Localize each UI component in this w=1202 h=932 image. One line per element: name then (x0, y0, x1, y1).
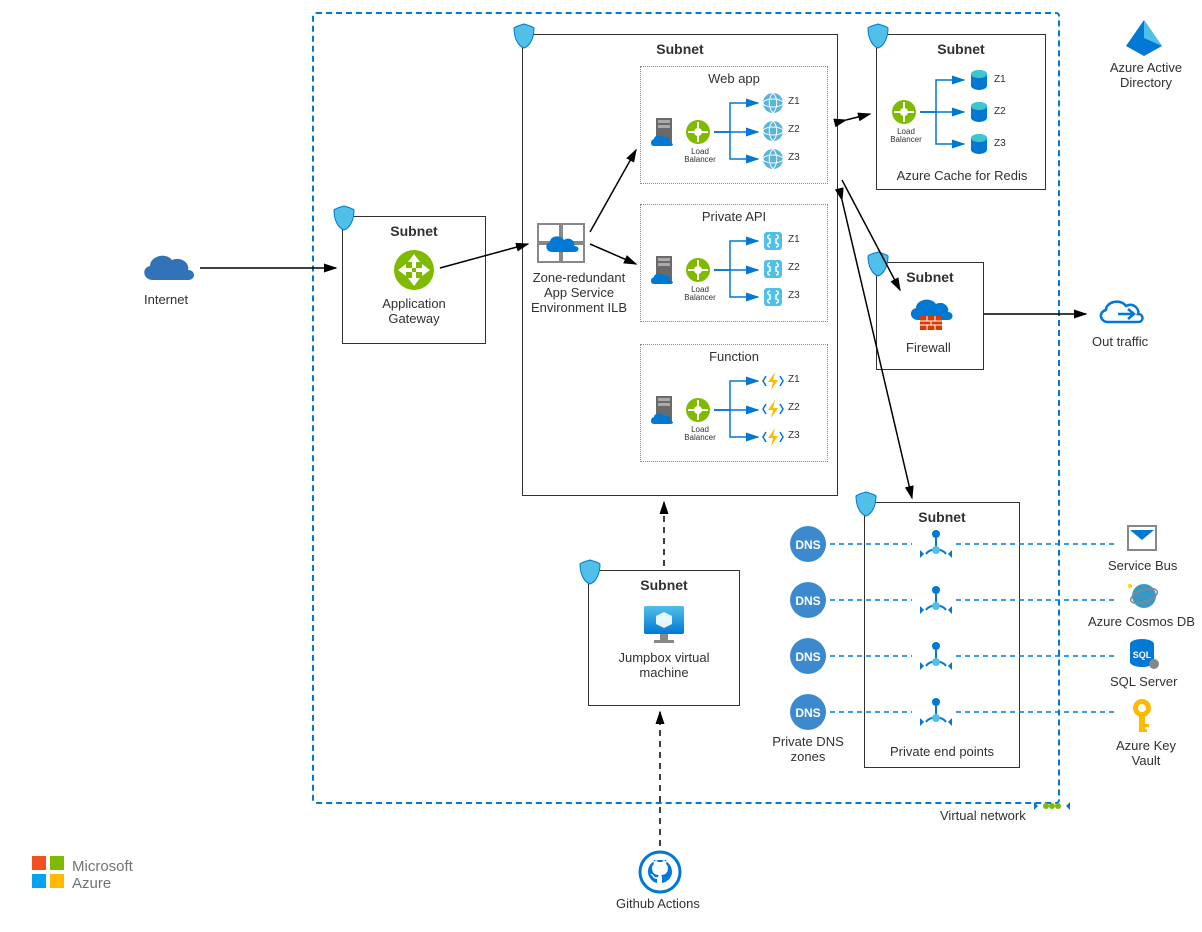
firewall-icon (906, 292, 954, 339)
vm-icon (640, 602, 688, 649)
azure-ad-icon (1122, 18, 1166, 61)
webapp-lb-label: Load Balancer (684, 148, 716, 164)
server-icon (650, 394, 678, 433)
z1-label: Z1 (788, 374, 800, 385)
key-vault-label: Azure Key Vault (1112, 738, 1180, 768)
api-zone-icon (762, 230, 784, 255)
endpoints-label: Private end points (880, 744, 1004, 759)
dns-icon: DNS (788, 636, 828, 679)
dns-icon: DNS (788, 524, 828, 567)
z3-label: Z3 (788, 290, 800, 301)
shield-icon (854, 490, 878, 521)
service-bus-icon (1122, 520, 1162, 559)
app-zone-icon (762, 120, 784, 145)
key-vault-icon (1124, 696, 1160, 739)
redis-lb-label: Load Balancer (890, 128, 922, 144)
private-endpoint-icon (918, 528, 954, 563)
internet-icon (138, 248, 198, 291)
ilb-icon (536, 222, 588, 269)
private-endpoint-icon (918, 640, 954, 675)
function-zone-icon (762, 398, 784, 423)
z2-label: Z2 (788, 262, 800, 273)
private-api-title: Private API (641, 205, 827, 224)
github-label: Github Actions (616, 896, 700, 911)
svg-text:DNS: DNS (795, 594, 820, 608)
app-gateway-label: Application Gateway (376, 296, 452, 326)
dns-icon: DNS (788, 580, 828, 623)
private-endpoint-icon (918, 584, 954, 619)
z2-label: Z2 (994, 106, 1006, 117)
api-zone-icon (762, 286, 784, 311)
cosmos-db-label: Azure Cosmos DB (1088, 614, 1195, 629)
service-bus-label: Service Bus (1108, 558, 1177, 573)
out-traffic-icon (1094, 292, 1150, 335)
subnet-gateway-title: Subnet (343, 217, 485, 239)
z3-label: Z3 (994, 138, 1006, 149)
subnet-app-service-title: Subnet (523, 35, 837, 57)
z1-label: Z1 (994, 74, 1006, 85)
vnet-label: Virtual network (940, 808, 1026, 823)
shield-icon (578, 558, 602, 589)
subnet-endpoints-title: Subnet (865, 503, 1019, 525)
svg-text:SQL: SQL (1133, 650, 1152, 660)
dns-icon: DNS (788, 692, 828, 735)
z1-label: Z1 (788, 234, 800, 245)
vnet-icon (1034, 794, 1070, 821)
z3-label: Z3 (788, 152, 800, 163)
subnet-firewall-title: Subnet (877, 263, 983, 285)
z3-label: Z3 (788, 430, 800, 441)
jumpbox-label: Jumpbox virtual machine (610, 650, 718, 680)
server-icon (650, 254, 678, 293)
load-balancer-icon (684, 396, 712, 427)
shield-icon (512, 22, 536, 53)
ms-azure-label: Microsoft Azure (72, 858, 133, 892)
z2-label: Z2 (788, 402, 800, 413)
load-balancer-icon (890, 98, 918, 129)
ilb-label: Zone-redundant App Service Environment I… (524, 270, 634, 315)
shield-icon (332, 204, 356, 235)
redis-zone-icon (968, 68, 990, 95)
azure-ad-label: Azure Active Directory (1106, 60, 1186, 90)
redis-zone-icon (968, 132, 990, 159)
server-icon (650, 116, 678, 155)
shield-icon (866, 22, 890, 53)
api-zone-icon (762, 258, 784, 283)
subnet-jumpbox-title: Subnet (589, 571, 739, 593)
shield-icon (866, 250, 890, 281)
github-icon (638, 850, 682, 897)
load-balancer-icon (684, 256, 712, 287)
private-endpoint-icon (918, 696, 954, 731)
z1-label: Z1 (788, 96, 800, 107)
api-lb-label: Load Balancer (684, 286, 716, 302)
function-zone-icon (762, 426, 784, 451)
app-gateway-icon (392, 248, 436, 295)
redis-label: Azure Cache for Redis (892, 168, 1032, 183)
firewall-label: Firewall (906, 340, 951, 355)
function-zone-icon (762, 370, 784, 395)
web-app-title: Web app (641, 67, 827, 86)
subnet-redis-title: Subnet (877, 35, 1045, 57)
cosmos-db-icon (1122, 580, 1162, 615)
out-traffic-label: Out traffic (1092, 334, 1148, 349)
svg-text:DNS: DNS (795, 706, 820, 720)
function-title: Function (641, 345, 827, 364)
redis-zone-icon (968, 100, 990, 127)
internet-label: Internet (144, 292, 188, 307)
function-lb-label: Load Balancer (684, 426, 716, 442)
microsoft-azure-logo (30, 854, 66, 893)
svg-text:DNS: DNS (795, 650, 820, 664)
z2-label: Z2 (788, 124, 800, 135)
sql-server-label: SQL Server (1110, 674, 1177, 689)
load-balancer-icon (684, 118, 712, 149)
dns-label: Private DNS zones (772, 734, 844, 764)
app-zone-icon (762, 92, 784, 117)
sql-server-icon: SQL (1124, 636, 1160, 675)
svg-text:DNS: DNS (795, 538, 820, 552)
app-zone-icon (762, 148, 784, 173)
